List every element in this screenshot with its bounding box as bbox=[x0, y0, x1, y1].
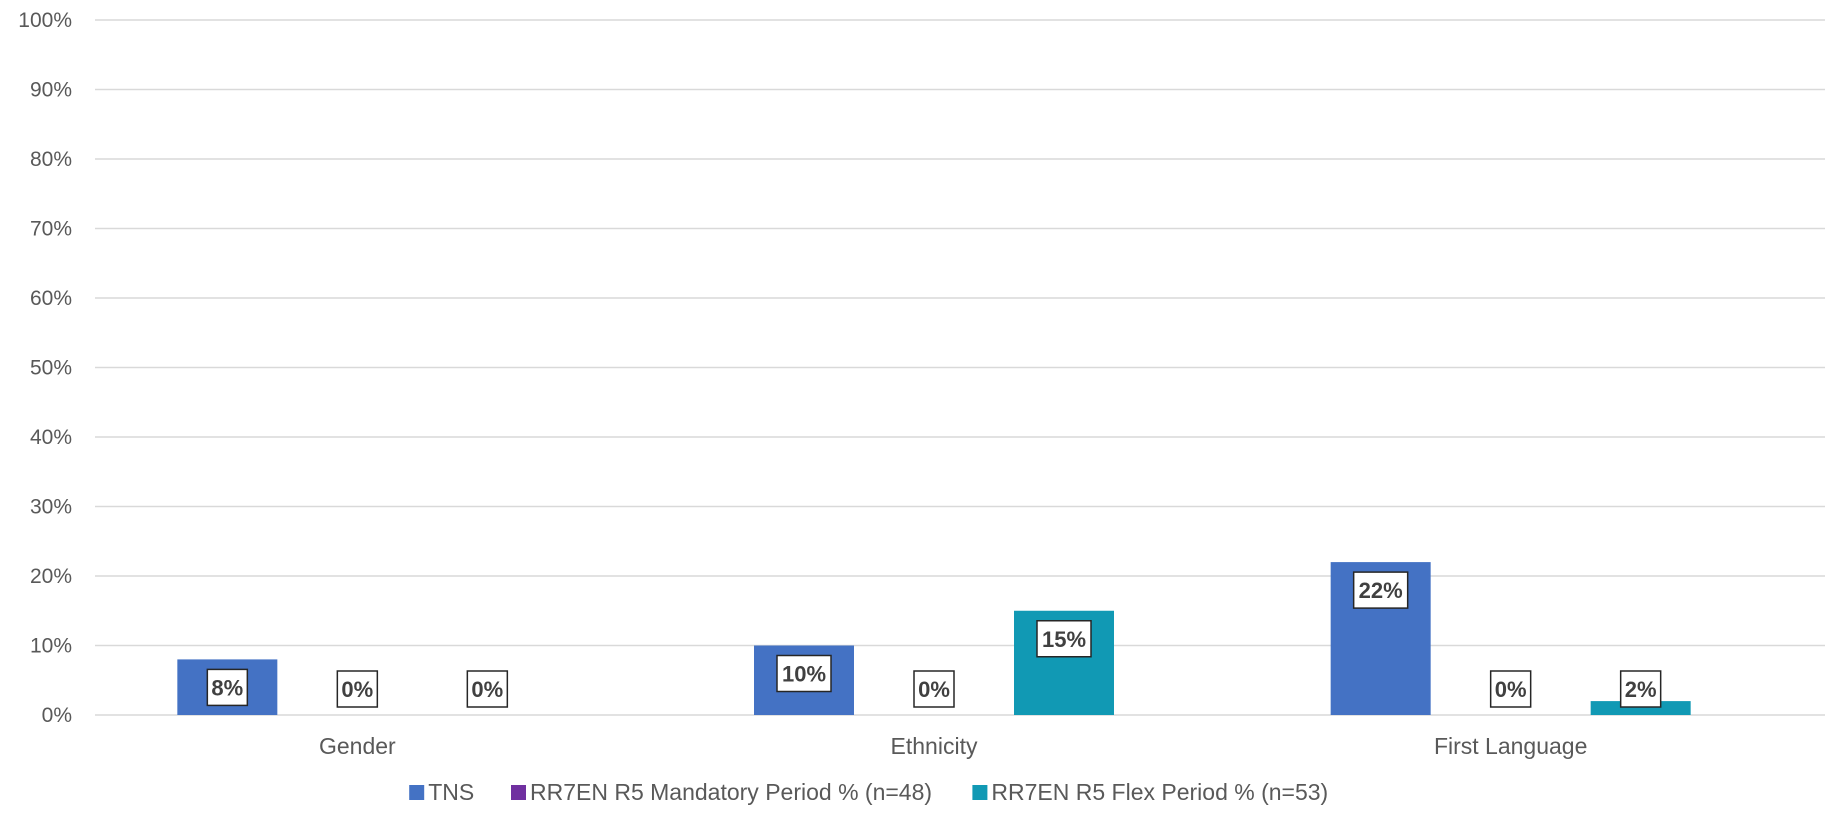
data-label-box bbox=[776, 654, 832, 693]
data-labels: 8% 0% 0% 10% 0% 15% 22% 0% 2% bbox=[206, 571, 1662, 708]
legend-label: RR7EN R5 Flex Period % (n=53) bbox=[991, 779, 1328, 805]
bar bbox=[1590, 701, 1691, 715]
data-label-box bbox=[1619, 670, 1662, 708]
data-label-box bbox=[1352, 571, 1409, 609]
y-tick-label: 40% bbox=[30, 426, 72, 449]
y-axis: 0% 10% 20% 30% 40% 50% 60% 70% 80% 90% 100% bbox=[18, 9, 72, 727]
y-tick-label: 70% bbox=[30, 218, 72, 241]
data-label-box bbox=[913, 670, 955, 708]
x-axis: Gender Ethnicity First Language bbox=[319, 733, 1587, 759]
data-label: 15% bbox=[1042, 627, 1086, 652]
y-tick-label: 0% bbox=[42, 704, 72, 727]
data-label: 10% bbox=[782, 662, 826, 687]
legend-label: RR7EN R5 Mandatory Period % (n=48) bbox=[530, 779, 932, 805]
y-tick-label: 90% bbox=[30, 79, 72, 102]
data-label-box bbox=[466, 670, 509, 708]
data-label: 0% bbox=[471, 677, 503, 702]
legend-swatch bbox=[511, 785, 526, 800]
y-tick-label: 50% bbox=[30, 357, 72, 380]
y-tick-label: 100% bbox=[18, 9, 72, 32]
y-tick-label: 30% bbox=[30, 496, 72, 519]
data-label: 8% bbox=[211, 675, 243, 700]
legend-label: TNS bbox=[428, 779, 474, 805]
y-tick-label: 10% bbox=[30, 635, 72, 658]
data-label-box bbox=[1036, 620, 1092, 658]
data-label: 2% bbox=[1625, 677, 1657, 702]
y-tick-label: 80% bbox=[30, 148, 72, 171]
gridlines bbox=[95, 19, 1825, 716]
data-label: 0% bbox=[1495, 677, 1527, 702]
legend-swatch bbox=[972, 785, 988, 800]
data-label-box bbox=[206, 668, 249, 707]
x-category-label: First Language bbox=[1434, 733, 1587, 759]
x-category-label: Gender bbox=[319, 733, 396, 759]
data-label: 22% bbox=[1359, 578, 1403, 603]
data-label: 0% bbox=[918, 677, 950, 702]
y-tick-label: 20% bbox=[30, 565, 72, 588]
x-category-label: Ethnicity bbox=[891, 733, 978, 759]
data-label-box bbox=[336, 670, 379, 708]
legend: TNS RR7EN R5 Mandatory Period % (n=48) RR7… bbox=[409, 779, 1328, 805]
data-label-box bbox=[1489, 670, 1532, 708]
y-tick-label: 60% bbox=[30, 287, 72, 310]
data-label: 0% bbox=[341, 677, 373, 702]
legend-swatch bbox=[409, 785, 425, 800]
